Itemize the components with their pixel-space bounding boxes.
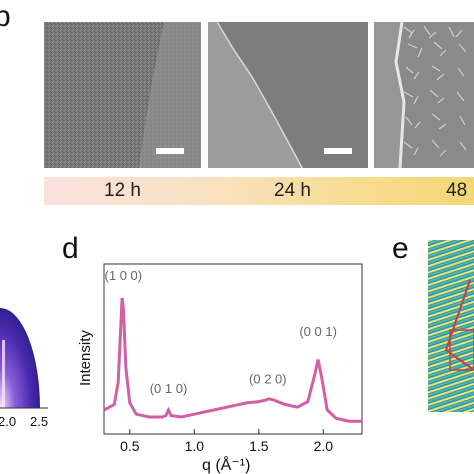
x-axis-label: q (Å⁻¹) [202,455,250,474]
scale-bar [324,148,352,154]
peak-annotation: (1 0 0) [105,268,143,283]
panel-letter-b: b [0,0,11,33]
sem-12h-texture [44,22,201,168]
xrd-chart-panel-d: 0.5 1.0 1.5 2.0 (1 0 0) (0 1 0) (0 2 0) (0 0 1… [77,263,363,474]
gixd-pattern-panel-c: 2.0 2.5 [0,308,48,429]
panel-c-tick-2.5: 2.5 [30,414,48,429]
x-tick-label: 2.0 [314,438,334,454]
annotation-outline [444,279,474,371]
x-tick-label: 1.5 [249,438,269,454]
hrtem-image-panel-e [428,240,474,412]
panel-letter-d: d [62,232,79,265]
peak-annotation: (0 0 1) [299,324,337,339]
y-axis-label: Intensity [77,330,94,386]
plot-frame [103,263,363,435]
series-line [103,297,362,423]
sem-image-24h [208,22,368,168]
gixd-quadrant [0,308,40,408]
plot-area: 0.5 1.0 1.5 2.0 (1 0 0) (0 1 0) (0 2 0) (0 0 1… [103,263,363,454]
peak-annotation: (0 1 0) [150,381,188,396]
sem-24h-texture [208,22,368,168]
annotation-box [449,329,474,371]
timeline-label-48h: 48 [446,180,468,201]
panel-c-tick-2.0: 2.0 [0,414,16,429]
timeline-label-12h: 12 h [104,180,141,201]
x-tick-label: 1.0 [185,438,205,454]
peak-annotation: (0 2 0) [249,371,287,386]
x-tick-label: 0.5 [120,438,140,454]
panel-letter-e: e [392,232,409,265]
scale-bar [156,148,184,154]
sem-image-12h [44,22,201,168]
timeline-label-24h: 24 h [274,180,311,201]
sem-image-48h [374,22,474,168]
sem-48h-texture [374,22,474,168]
growth-timeline: 12 h 24 h 48 [44,177,474,205]
